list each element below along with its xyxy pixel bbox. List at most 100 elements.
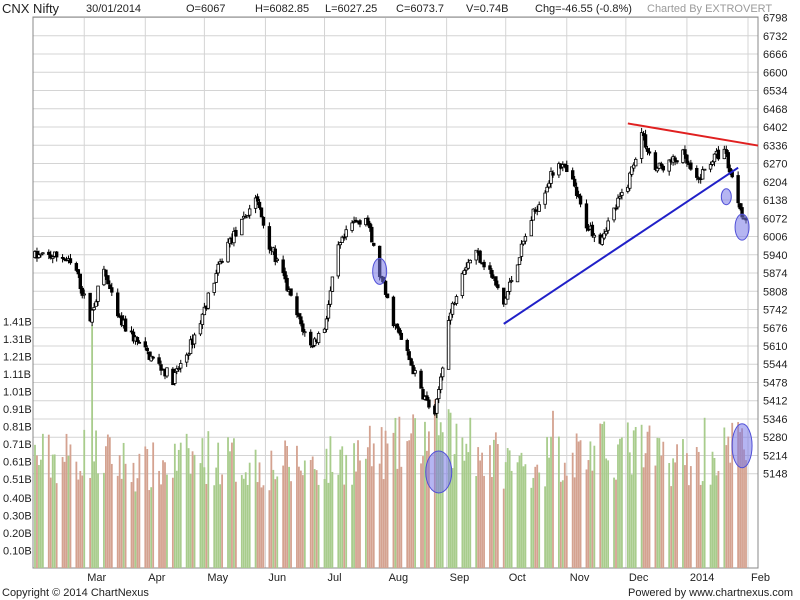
candle-body xyxy=(324,318,329,330)
volume-bar xyxy=(615,479,617,568)
volume-bar xyxy=(217,442,220,568)
volume-bar xyxy=(715,475,718,568)
volume-bar xyxy=(613,477,615,568)
candle-body xyxy=(450,302,455,315)
candle-body xyxy=(257,201,262,209)
volume-bar xyxy=(674,462,676,568)
volume-tick-label: 0.10B xyxy=(3,546,32,558)
candle-body xyxy=(655,167,660,172)
highlight-ellipse xyxy=(720,188,732,206)
candle-body xyxy=(49,254,53,259)
volume-bar xyxy=(274,479,277,568)
volume-bar xyxy=(689,466,692,568)
candlesticks xyxy=(33,127,748,419)
volume-bar xyxy=(477,447,480,568)
volume-bar xyxy=(311,456,314,568)
volume-bar xyxy=(317,484,320,568)
candle-body xyxy=(110,287,114,293)
candle-body xyxy=(523,236,528,242)
volume-bar xyxy=(262,485,265,568)
volume-bar xyxy=(386,443,389,568)
candle-body xyxy=(722,148,727,160)
volume-bar xyxy=(268,490,271,568)
candle-body xyxy=(301,323,305,332)
volume-bar xyxy=(199,463,202,568)
candle-body xyxy=(47,251,51,255)
candle-body xyxy=(537,204,541,212)
candle-body xyxy=(184,354,189,363)
candle-body xyxy=(708,164,713,170)
volume-bar xyxy=(205,483,208,568)
candle-body xyxy=(647,151,652,154)
volume-bar xyxy=(370,466,373,568)
volume-tick-label: 1.41B xyxy=(3,317,32,329)
volume-bar xyxy=(246,484,249,568)
candle-body xyxy=(143,341,147,348)
candle-body xyxy=(192,334,197,345)
volume-bar xyxy=(717,470,720,568)
price-tick-label: 6072 xyxy=(763,213,787,225)
volume-bar xyxy=(565,475,568,568)
volume-bar xyxy=(158,470,160,568)
volume-bar xyxy=(587,460,590,568)
volume-tick-label: 1.21B xyxy=(3,352,32,364)
volume-bar xyxy=(737,422,740,568)
price-tick-label: 6402 xyxy=(763,122,787,134)
candle-body xyxy=(350,222,354,231)
price-tick-label: 6732 xyxy=(763,31,787,43)
volume-bar xyxy=(449,412,452,568)
candle-body xyxy=(149,355,153,362)
volume-bar xyxy=(40,459,42,568)
low-label: L=6027.25 xyxy=(325,3,378,15)
month-label: Oct xyxy=(509,572,526,584)
volume-bar xyxy=(437,435,440,568)
volume-bar xyxy=(496,444,499,568)
volume-bar xyxy=(191,451,194,568)
volume-bar xyxy=(550,436,552,568)
volume-bar xyxy=(396,468,399,568)
candle-body xyxy=(675,160,679,163)
volume-bar xyxy=(524,464,527,568)
volume-bar xyxy=(579,440,582,568)
candle-body xyxy=(549,171,553,184)
volume-bar xyxy=(644,453,647,568)
volume-bar xyxy=(455,423,458,568)
volume-bar xyxy=(331,471,334,568)
candle-body xyxy=(303,331,307,334)
volume-bar xyxy=(65,433,68,568)
candle-body xyxy=(545,186,549,193)
candle-body xyxy=(283,271,287,280)
volume-bar xyxy=(53,454,56,568)
candle-body xyxy=(673,157,677,161)
candle-body xyxy=(716,149,721,160)
candle-body xyxy=(216,263,220,274)
volume-bar xyxy=(173,443,176,568)
candle-body xyxy=(76,269,81,275)
candle-body xyxy=(724,149,729,154)
volume-bar xyxy=(563,462,566,568)
volume-bar xyxy=(254,449,257,568)
candle-body xyxy=(68,258,73,264)
candle-body xyxy=(273,248,277,262)
volume-bar xyxy=(461,437,464,568)
volume-bar xyxy=(130,482,133,568)
volume-bar xyxy=(532,477,535,568)
volume-bar xyxy=(106,434,109,568)
volume-bar xyxy=(341,446,344,568)
candle-body xyxy=(517,257,522,265)
candle-body xyxy=(604,230,608,235)
symbol-label: CNX Nifty xyxy=(2,1,60,16)
candle-body xyxy=(507,281,512,292)
candle-body xyxy=(726,152,730,169)
candle-body xyxy=(630,166,634,175)
candle-body xyxy=(606,220,610,231)
volume-bar xyxy=(299,470,302,568)
volume-bar xyxy=(426,450,428,568)
volume-bar xyxy=(463,460,466,568)
volume-bar xyxy=(120,478,123,568)
candle-body xyxy=(285,277,289,291)
candle-body xyxy=(738,203,742,210)
volume-bar xyxy=(536,464,539,568)
price-tick-label: 6798 xyxy=(763,13,787,25)
volume-bar xyxy=(136,478,139,568)
